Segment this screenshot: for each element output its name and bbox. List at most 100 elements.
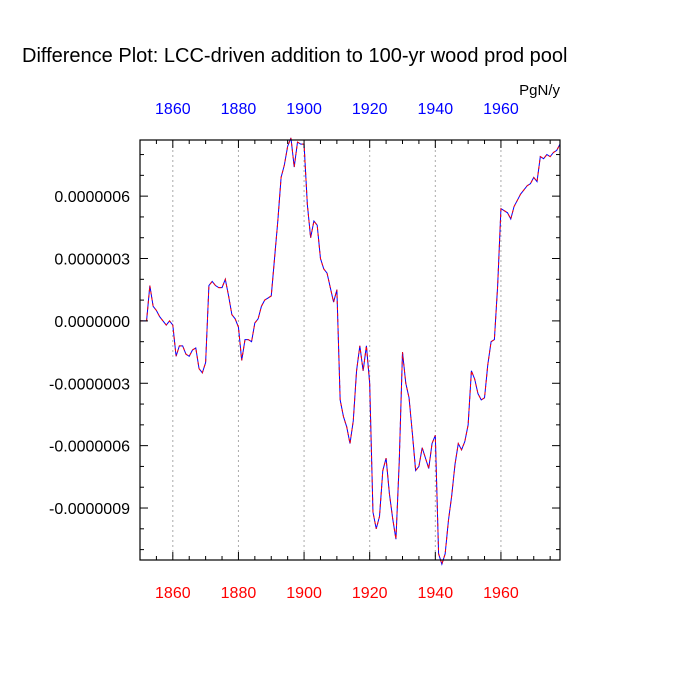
data-point <box>205 362 206 363</box>
data-point <box>360 346 361 347</box>
data-point <box>278 221 279 222</box>
data-point <box>186 354 187 355</box>
data-point <box>547 154 548 155</box>
data-point <box>317 225 318 226</box>
data-point <box>218 287 219 288</box>
data-point <box>415 470 416 471</box>
data-point <box>405 383 406 384</box>
x-tick-label-bottom: 1900 <box>286 585 322 602</box>
x-tick-label-top: 1920 <box>352 101 388 118</box>
data-point <box>330 287 331 288</box>
data-point <box>173 325 174 326</box>
data-point <box>261 306 262 307</box>
data-point <box>264 300 265 301</box>
axes <box>139 139 561 561</box>
data-point <box>445 553 446 554</box>
y-tick-label: 0.0000003 <box>54 252 130 269</box>
plot-frame <box>139 139 561 561</box>
data-point <box>428 468 429 469</box>
data-point <box>468 425 469 426</box>
data-point <box>510 219 511 220</box>
data-point <box>232 314 233 315</box>
data-point <box>471 370 472 371</box>
chart-title: Difference Plot: LCC-driven addition to … <box>22 45 568 67</box>
data-point <box>376 529 377 530</box>
x-tick-label-top: 1940 <box>418 101 454 118</box>
x-tick-label-bottom: 1860 <box>155 585 191 602</box>
data-point <box>333 302 334 303</box>
x-tick-label-bottom: 1960 <box>483 585 519 602</box>
ticks <box>139 140 560 560</box>
data-point <box>166 325 167 326</box>
data-point <box>474 379 475 380</box>
data-point <box>337 289 338 290</box>
data-point <box>501 208 502 209</box>
data-point <box>392 518 393 519</box>
data-point <box>156 310 157 311</box>
data-point <box>386 458 387 459</box>
data-point <box>383 470 384 471</box>
data-point <box>389 493 390 494</box>
data-point <box>258 319 259 320</box>
series-line-blue <box>140 137 561 566</box>
data-point <box>540 156 541 157</box>
data-point <box>497 285 498 286</box>
data-series <box>140 137 561 566</box>
x-tick-label-bottom: 1920 <box>352 585 388 602</box>
data-point <box>202 373 203 374</box>
data-point <box>517 200 518 201</box>
data-point <box>215 285 216 286</box>
data-point <box>514 206 515 207</box>
data-point <box>281 177 282 178</box>
y-tick-label: 0.0000006 <box>54 189 130 206</box>
y-tick-label: -0.0000003 <box>49 376 130 393</box>
data-point <box>363 370 364 371</box>
data-point <box>346 427 347 428</box>
data-point <box>507 212 508 213</box>
data-point <box>356 370 357 371</box>
data-point <box>176 356 177 357</box>
data-point <box>195 348 196 349</box>
data-point <box>419 466 420 467</box>
units-label: PgN/y <box>519 82 560 99</box>
data-point <box>199 368 200 369</box>
data-point <box>412 433 413 434</box>
data-point <box>533 177 534 178</box>
data-point <box>343 416 344 417</box>
data-point <box>268 298 269 299</box>
data-point <box>274 258 275 259</box>
data-point <box>353 420 354 421</box>
data-point <box>504 210 505 211</box>
data-point <box>432 443 433 444</box>
data-point <box>524 190 525 191</box>
data-point <box>294 167 295 168</box>
data-point <box>310 237 311 238</box>
data-point <box>435 435 436 436</box>
data-point <box>228 296 229 297</box>
data-point <box>438 553 439 554</box>
data-point <box>297 142 298 143</box>
data-point <box>169 321 170 322</box>
data-point <box>366 346 367 347</box>
data-point <box>241 360 242 361</box>
data-point <box>422 447 423 448</box>
data-point <box>484 398 485 399</box>
data-point <box>225 279 226 280</box>
data-point <box>209 285 210 286</box>
data-point <box>238 327 239 328</box>
data-point <box>458 443 459 444</box>
data-point <box>182 346 183 347</box>
data-point <box>491 341 492 342</box>
data-point <box>179 346 180 347</box>
data-point <box>494 339 495 340</box>
data-point <box>245 339 246 340</box>
data-point <box>369 383 370 384</box>
series-line-red <box>140 137 561 566</box>
data-point <box>481 400 482 401</box>
x-tick-label-top: 1960 <box>483 101 519 118</box>
data-point <box>340 400 341 401</box>
data-point <box>284 165 285 166</box>
data-point <box>373 512 374 513</box>
data-point <box>520 194 521 195</box>
